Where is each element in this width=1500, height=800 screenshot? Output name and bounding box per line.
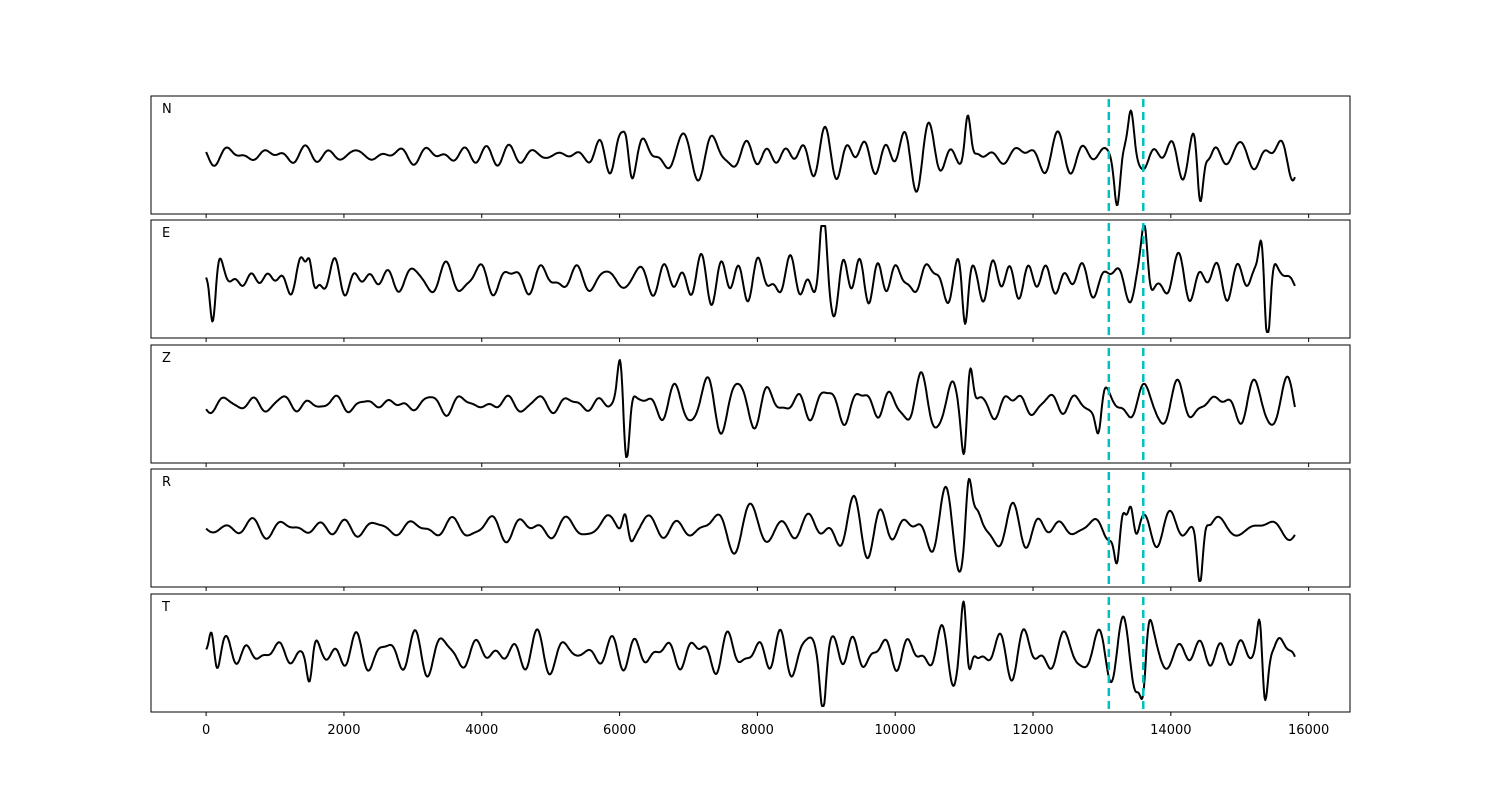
panel-frame [150, 344, 1351, 464]
component-label: R [162, 475, 171, 490]
panel-e: E [150, 219, 1351, 342]
panel-n: N [150, 95, 1351, 218]
x-axis: 0 2000 4000 6000 8000 10000 12000 14000 16000 [202, 723, 1329, 738]
component-label: Z [162, 351, 171, 366]
trace-line-e [205, 225, 1296, 333]
panel-frame [150, 95, 1351, 215]
trace-line-n [205, 109, 1296, 207]
x-tick-label: 8000 [741, 723, 774, 738]
trace-panels: N E Z R T [150, 95, 1351, 716]
x-tick-label: 12000 [1012, 723, 1053, 738]
x-tick-label: 4000 [465, 723, 498, 738]
trace-line-t [205, 600, 1296, 707]
panel-frame [150, 468, 1351, 588]
component-label: T [161, 600, 170, 615]
x-tick-label: 10000 [875, 723, 916, 738]
panel-z: Z [150, 344, 1351, 467]
panel-frame [150, 219, 1351, 339]
trace-line-r [205, 477, 1296, 582]
component-label: E [162, 226, 170, 241]
x-tick-label: 14000 [1150, 723, 1191, 738]
x-tick-label: 0 [202, 723, 210, 738]
panel-t: T [150, 593, 1351, 716]
x-tick-label: 6000 [603, 723, 636, 738]
panel-r: R [150, 468, 1351, 591]
x-tick-label: 16000 [1288, 723, 1329, 738]
trace-line-z [205, 359, 1296, 458]
panel-frame [150, 593, 1351, 713]
x-tick-label: 2000 [327, 723, 360, 738]
component-label: N [162, 102, 172, 117]
